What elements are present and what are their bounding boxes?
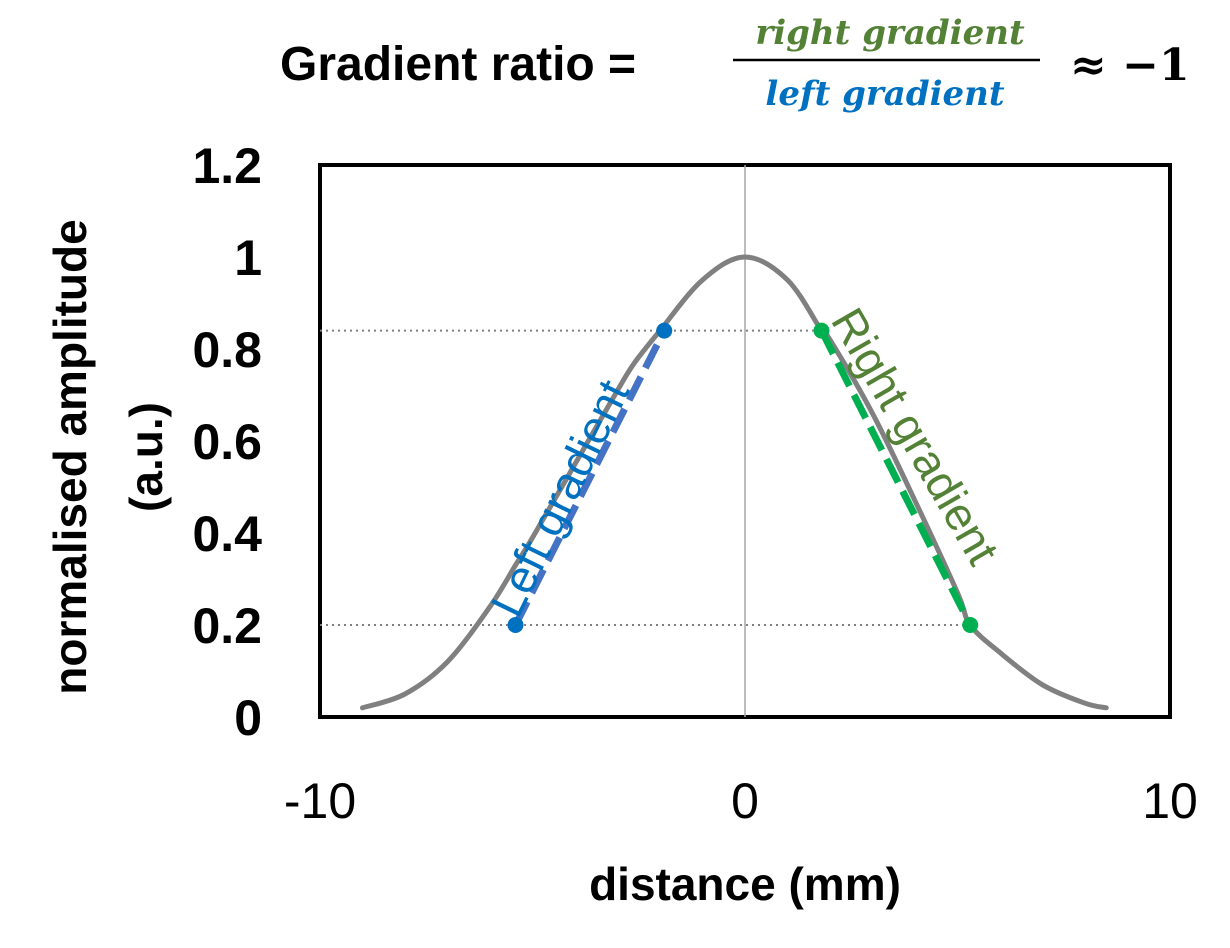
title-denominator: left gradient [765,74,1004,114]
right-gradient-line [818,329,974,627]
x-tick-label: -10 [284,773,356,829]
y-axis-label-line2: (a.u.) [120,402,172,512]
left-gradient-lower-point [507,617,524,633]
title-approx: ≈ −1 [1070,40,1190,91]
y-tick-label: 0 [234,690,262,746]
title-group: Gradient ratio = right gradient left gra… [280,13,1190,114]
y-tick-label: 0.6 [192,414,262,470]
y-tick-label: 0.4 [192,506,262,562]
left-gradient-upper-point [656,322,673,339]
x-tick-label: 0 [731,773,759,829]
y-axis-ticks: 0 0.2 0.4 0.6 0.8 1 1.2 [192,138,262,746]
right-gradient-upper-point [813,322,830,339]
x-axis-ticks: -10 0 10 [284,773,1198,829]
right-gradient-lower-point [962,617,979,633]
left-gradient-label: Left gradient [480,372,639,625]
x-axis-label: distance (mm) [589,858,901,910]
y-tick-label: 1 [234,230,262,286]
y-tick-label: 0.8 [192,322,262,378]
title-prefix: Gradient ratio = [280,38,636,91]
x-tick-label: 10 [1142,773,1198,829]
left-gradient-line [512,329,668,627]
amplitude-curve [360,254,1109,711]
title-numerator: right gradient [755,13,1025,53]
y-tick-label: 1.2 [192,138,262,194]
right-gradient-label: Right gradient [821,299,1009,573]
y-tick-label: 0.2 [192,598,262,654]
y-axis-label-line1: normalised amplitude [44,219,96,694]
